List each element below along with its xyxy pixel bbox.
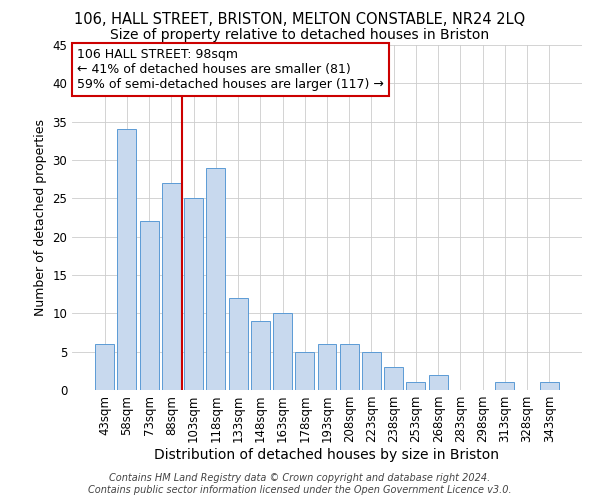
Bar (95, 344, 114, 390)
Text: Contains HM Land Registry data © Crown copyright and database right 2024.
Contai: Contains HM Land Registry data © Crown c… (88, 474, 512, 495)
Bar (229, 298, 248, 390)
Bar (540, 382, 559, 390)
Bar (406, 382, 425, 390)
Text: 106 HALL STREET: 98sqm
← 41% of detached houses are smaller (81)
59% of semi-det: 106 HALL STREET: 98sqm ← 41% of detached… (77, 48, 384, 92)
Bar (384, 367, 403, 390)
X-axis label: Distribution of detached houses by size in Briston: Distribution of detached houses by size … (155, 448, 499, 462)
Bar (162, 183, 181, 390)
Bar (118, 130, 136, 390)
Bar (251, 321, 270, 390)
Bar (317, 344, 337, 390)
Bar (140, 222, 158, 390)
Text: Size of property relative to detached houses in Briston: Size of property relative to detached ho… (110, 28, 490, 42)
Bar (429, 374, 448, 390)
Text: 106, HALL STREET, BRISTON, MELTON CONSTABLE, NR24 2LQ: 106, HALL STREET, BRISTON, MELTON CONSTA… (74, 12, 526, 28)
Bar (496, 382, 514, 390)
Bar (362, 352, 381, 390)
Bar (273, 314, 292, 390)
Bar (295, 352, 314, 390)
Bar (206, 168, 225, 390)
Bar (184, 198, 203, 390)
Y-axis label: Number of detached properties: Number of detached properties (34, 119, 47, 316)
Bar (340, 344, 359, 390)
